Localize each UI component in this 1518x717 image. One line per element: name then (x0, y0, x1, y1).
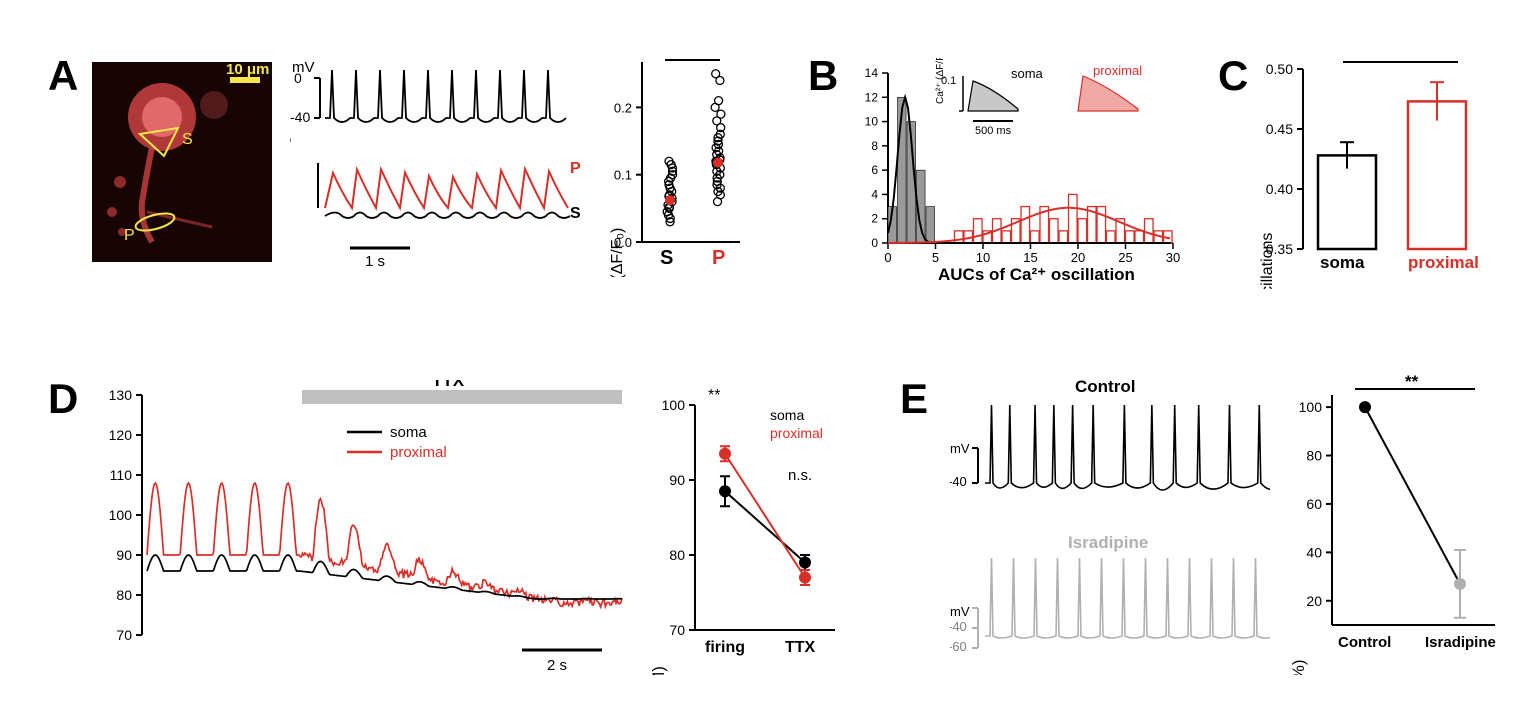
svg-text:0: 0 (294, 70, 302, 86)
svg-text:100: 100 (1299, 399, 1323, 415)
svg-text:60: 60 (1306, 496, 1322, 512)
svg-text:soma: soma (390, 424, 427, 441)
svg-text:30: 30 (1166, 250, 1180, 265)
panelC-bar: CV of Ca²⁺ oscillations 0.350.400.450.50… (1258, 54, 1508, 289)
svg-text:**: ** (1405, 375, 1419, 391)
svg-text:6: 6 (871, 163, 878, 177)
svg-text:soma: soma (1320, 253, 1365, 272)
svg-text:0.45: 0.45 (1266, 121, 1293, 137)
svg-text:15: 15 (1023, 250, 1037, 265)
svg-text:80: 80 (116, 587, 132, 603)
svg-text:120: 120 (109, 427, 133, 443)
svg-text:-40: -40 (290, 109, 310, 125)
svg-text:25: 25 (1118, 250, 1132, 265)
svg-text:500 ms: 500 ms (975, 125, 1012, 137)
svg-text:S: S (182, 131, 193, 148)
panelA-traces: mV 0 -40 0.2 ΔF/F₀ P S 1 s (290, 58, 590, 268)
svg-text:0.1: 0.1 (941, 75, 956, 87)
svg-text:1 s: 1 s (365, 253, 385, 268)
svg-text:soma: soma (770, 407, 804, 423)
panel-label-E: E (900, 375, 928, 423)
svg-text:20: 20 (1306, 593, 1322, 609)
svg-text:14: 14 (865, 66, 879, 80)
svg-text:12: 12 (865, 90, 879, 104)
svg-text:80: 80 (1306, 448, 1322, 464)
panelA-scatter: amplitudes(ΔF/F₀) 0.00.10.2 ** S P (610, 52, 750, 277)
svg-text:0.35: 0.35 (1266, 241, 1293, 257)
svg-text:mV: mV (950, 441, 970, 456)
panelB-histogram: 02468101214051015202530 counts AUCs of C… (848, 58, 1183, 283)
svg-text:10: 10 (865, 115, 879, 129)
svg-text:8: 8 (871, 139, 878, 153)
svg-text:S: S (660, 247, 673, 269)
panelA-micrograph: 10 μm S P (92, 62, 272, 262)
svg-text:-40: -40 (950, 619, 967, 634)
svg-text:-40: -40 (950, 474, 967, 489)
svg-text:90: 90 (116, 547, 132, 563)
svg-text:TTX: TTX (785, 639, 816, 656)
svg-text:10: 10 (976, 250, 990, 265)
svg-text:-60: -60 (950, 639, 967, 654)
svg-text:80: 80 (669, 547, 685, 563)
svg-text:proximal: proximal (770, 425, 823, 441)
svg-text:P: P (712, 247, 725, 269)
svg-text:*: * (1396, 54, 1404, 65)
svg-text:0: 0 (871, 236, 878, 250)
svg-text:**: ** (685, 52, 699, 62)
panelE-traces: Control mV -40 Isradipine mV -40 -60 (950, 378, 1270, 678)
svg-text:soma: soma (1011, 66, 1044, 81)
svg-text:proximal: proximal (1408, 253, 1479, 272)
svg-text:Variances (%): Variances (%) (1290, 660, 1308, 676)
svg-text:P: P (570, 160, 581, 177)
svg-text:0.1: 0.1 (614, 168, 632, 183)
svg-text:firing: firing (705, 639, 745, 656)
svg-text:mV: mV (950, 604, 970, 619)
svg-text:Isradipine: Isradipine (1425, 634, 1496, 651)
svg-text:70: 70 (116, 627, 132, 643)
svg-text:S: S (570, 205, 581, 222)
panel-label-D: D (48, 375, 78, 423)
svg-text:2 s: 2 s (547, 657, 567, 674)
svg-text:[Ca²⁺]c (nM): [Ca²⁺]c (nM) (650, 666, 668, 675)
svg-text:n.s.: n.s. (788, 467, 812, 484)
svg-text:4: 4 (871, 187, 878, 201)
svg-text:0.2 ΔF/F₀: 0.2 ΔF/F₀ (290, 137, 293, 196)
svg-text:2: 2 (871, 212, 878, 226)
svg-text:0.40: 0.40 (1266, 181, 1293, 197)
svg-text:Control: Control (1338, 634, 1391, 651)
panelE-summary: Variances (%) 20 40 60 80 100 ** Control Isr… (1290, 375, 1510, 675)
svg-text:40: 40 (1306, 544, 1322, 560)
svg-text:proximal: proximal (1093, 63, 1142, 78)
svg-text:proximal: proximal (390, 444, 447, 461)
svg-text:0.2: 0.2 (614, 100, 632, 115)
panel-label-B: B (808, 52, 838, 100)
svg-text:AUCs of Ca²⁺ oscillation: AUCs of Ca²⁺ oscillation (938, 265, 1135, 283)
svg-text:TTX: TTX (432, 380, 465, 390)
svg-text:130: 130 (109, 387, 133, 403)
panelD-summary: [Ca²⁺]c (nM) 70 80 90 100 ** n.s. soma prox… (650, 380, 850, 675)
svg-text:110: 110 (110, 467, 133, 483)
svg-text:20: 20 (1071, 250, 1085, 265)
panel-label-A: A (48, 52, 78, 100)
svg-text:90: 90 (669, 472, 685, 488)
svg-text:100: 100 (662, 397, 686, 413)
svg-text:Isradipine: Isradipine (1068, 533, 1148, 552)
svg-text:70: 70 (669, 622, 685, 638)
svg-text:P: P (124, 227, 135, 244)
panelD-trace: [Ca²⁺]c (nM) 708090100110120130 TTX soma… (92, 380, 632, 675)
svg-text:0.50: 0.50 (1266, 61, 1293, 77)
svg-text:0.0: 0.0 (614, 235, 632, 250)
svg-text:5: 5 (932, 250, 939, 265)
svg-text:**: ** (708, 387, 720, 404)
svg-text:10 μm: 10 μm (226, 62, 269, 78)
svg-text:Control: Control (1075, 378, 1135, 396)
svg-text:100: 100 (109, 507, 133, 523)
svg-text:0: 0 (884, 250, 891, 265)
panel-label-C: C (1218, 52, 1248, 100)
